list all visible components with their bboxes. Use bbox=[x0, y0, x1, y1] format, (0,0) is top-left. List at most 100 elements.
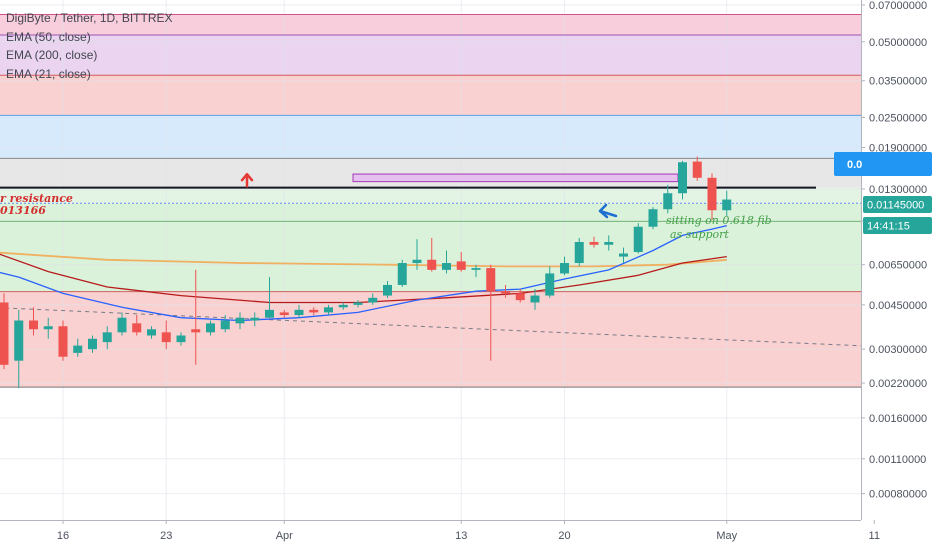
fib-zone-7 bbox=[0, 291, 861, 388]
ytick-label: 0.01300000 bbox=[869, 184, 927, 196]
candle-body bbox=[486, 268, 496, 292]
ytick-label: 0.03500000 bbox=[869, 76, 927, 88]
ytick-label: 0.00220000 bbox=[869, 378, 927, 390]
candle-body bbox=[427, 259, 437, 270]
candle-body bbox=[619, 253, 628, 257]
legend-ema50[interactable]: EMA (50, close) bbox=[6, 29, 91, 44]
candle-body bbox=[353, 302, 363, 305]
candle-body bbox=[648, 209, 658, 227]
blue-price-tag bbox=[834, 152, 932, 176]
candle-body bbox=[604, 242, 614, 245]
ytick-label: 0.00110000 bbox=[869, 454, 926, 466]
candle-body bbox=[574, 242, 584, 264]
fib-zone-3 bbox=[0, 115, 861, 159]
left-arrow-icon bbox=[598, 203, 618, 219]
candle-body bbox=[58, 326, 68, 357]
fib-zone-5 bbox=[0, 187, 861, 204]
ytick-label: 0.00300000 bbox=[869, 344, 927, 356]
chart-title: DigiByte / Tether, 1D, BITTREX bbox=[6, 11, 173, 25]
up-arrow-icon bbox=[240, 172, 254, 188]
candle-body bbox=[206, 323, 215, 333]
candle-body bbox=[250, 317, 260, 321]
ema50-line bbox=[0, 253, 727, 304]
ytick-label: 0.05000000 bbox=[869, 37, 927, 49]
candle-body bbox=[102, 332, 112, 343]
ytick-label: 0.01900000 bbox=[869, 142, 927, 154]
candle-body bbox=[383, 284, 392, 296]
xtick-label: 13 bbox=[455, 530, 467, 542]
price-axis bbox=[861, 0, 932, 550]
candle-body bbox=[442, 263, 451, 270]
ytick-label: 0.00650000 bbox=[869, 260, 927, 272]
candle-body bbox=[471, 268, 481, 270]
fib-zone-4 bbox=[0, 158, 861, 188]
candle-body bbox=[324, 307, 333, 313]
blue-price-tag-label: 0.0 bbox=[847, 159, 862, 171]
range-box bbox=[352, 173, 679, 183]
countdown-label: 14:41:15 bbox=[867, 221, 910, 233]
candle-body bbox=[29, 320, 38, 330]
fib-zone-6 bbox=[0, 203, 861, 292]
xtick-label: May bbox=[716, 530, 737, 542]
candle-body bbox=[501, 291, 510, 294]
ytick-label: 0.02500000 bbox=[869, 113, 927, 125]
time-axis bbox=[0, 520, 932, 550]
ytick-label: 0.00450000 bbox=[869, 300, 927, 312]
ema21-line bbox=[0, 224, 727, 322]
candle-body bbox=[633, 226, 643, 253]
xtick-label: 23 bbox=[160, 530, 172, 542]
candle-body bbox=[294, 309, 304, 316]
candle-body bbox=[560, 263, 569, 274]
fib-note-line2: as support bbox=[670, 228, 729, 241]
candle-body bbox=[692, 161, 702, 178]
ytick-label: 0.00080000 bbox=[869, 489, 927, 501]
current-price-label: 0.01145000 bbox=[867, 200, 924, 212]
candle-body bbox=[678, 162, 687, 194]
xtick-label: 11 bbox=[869, 530, 880, 542]
current-price-tag bbox=[863, 196, 932, 213]
candle-body bbox=[220, 320, 230, 330]
candle-body bbox=[515, 293, 525, 301]
candle-body bbox=[265, 309, 274, 318]
resistance-label: r resistance bbox=[0, 192, 73, 205]
candle-body bbox=[545, 273, 555, 296]
fib-zone-0 bbox=[0, 14, 861, 35]
ytick-label: 0.00160000 bbox=[869, 413, 927, 425]
xtick-label: 16 bbox=[57, 530, 69, 542]
xtick-label: 20 bbox=[558, 530, 570, 542]
candle-body bbox=[161, 332, 171, 343]
xtick-label: Apr bbox=[276, 530, 293, 542]
candle-body bbox=[132, 323, 142, 333]
candle-body bbox=[338, 304, 348, 308]
candle-body bbox=[412, 259, 422, 264]
candle-body bbox=[147, 329, 156, 336]
candle-body bbox=[117, 317, 127, 333]
legend: DigiByte / Tether, 1D, BITTREX EMA (50, … bbox=[6, 9, 173, 83]
candle-body bbox=[0, 302, 9, 365]
candle-body bbox=[176, 335, 186, 343]
candle-body bbox=[88, 338, 97, 350]
candle-body bbox=[43, 326, 53, 330]
candle-body bbox=[368, 297, 378, 303]
ytick-label: 0.07000000 bbox=[869, 0, 927, 12]
fib-note-line1: sitting on 0.618 fib bbox=[666, 214, 772, 227]
candle-body bbox=[73, 345, 83, 353]
candle-body bbox=[279, 312, 289, 316]
candle-body bbox=[191, 329, 201, 333]
candle-body bbox=[530, 295, 540, 303]
candle-body bbox=[663, 193, 673, 210]
resistance-value: 013166 bbox=[0, 204, 46, 217]
candle-body bbox=[589, 242, 599, 245]
legend-ema200[interactable]: EMA (200, close) bbox=[6, 48, 98, 63]
candle-body bbox=[722, 199, 732, 211]
countdown-tag bbox=[863, 217, 932, 234]
candle-body bbox=[309, 309, 319, 313]
candle-body bbox=[14, 320, 24, 361]
fib-zone-2 bbox=[0, 75, 861, 116]
candle-body bbox=[456, 261, 466, 270]
candle-body bbox=[397, 263, 407, 285]
legend-ema21[interactable]: EMA (21, close) bbox=[6, 66, 91, 81]
candle-body bbox=[707, 177, 717, 211]
